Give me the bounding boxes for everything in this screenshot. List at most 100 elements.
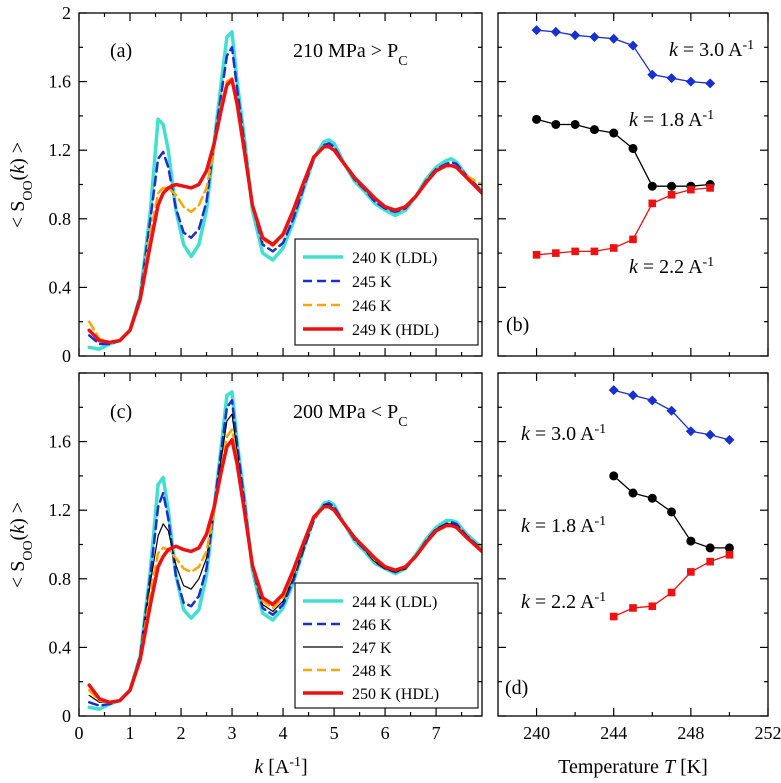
data-point (685, 426, 696, 437)
legend-label: 240 K (LDL) (352, 250, 437, 267)
annotation-k22: k = 2.2 A-1 (521, 590, 606, 614)
data-point (551, 119, 561, 129)
annotation-k3: k = 3.0 A-1 (669, 38, 754, 62)
y-tick-label: 1.2 (49, 140, 72, 160)
y-tick-label: 0.8 (49, 569, 72, 589)
x-axis-label-k: k [A-1] (254, 755, 307, 779)
data-point (724, 434, 735, 445)
data-point (552, 249, 560, 257)
panel-a-condition: 210 MPa > PC (293, 40, 408, 69)
legend-label: 245 K (352, 274, 392, 291)
y-tick-label: 0.4 (49, 637, 72, 657)
legend-label: 249 K (HDL) (352, 322, 439, 339)
data-point (647, 69, 658, 80)
data-point (628, 40, 638, 51)
data-point (666, 73, 677, 84)
data-point (608, 385, 619, 396)
data-point (628, 143, 638, 153)
y-tick-label: 0.4 (49, 277, 72, 297)
y-tick-label: 0.8 (49, 209, 72, 229)
x-tick-label: 5 (330, 723, 339, 743)
series-line (87, 438, 482, 705)
data-point (570, 119, 580, 129)
x-tick-label: 248 (677, 723, 704, 743)
data-point (589, 32, 600, 43)
annotation-k18: k = 1.8 A-1 (521, 514, 606, 538)
data-point (531, 25, 542, 36)
data-point (571, 247, 579, 256)
data-point (647, 395, 658, 406)
data-point (532, 114, 542, 124)
data-point (648, 602, 657, 611)
x-tick-label: 3 (228, 723, 237, 743)
y-tick-label: 0 (62, 706, 71, 726)
x-tick-label: 0 (75, 723, 84, 743)
data-point (589, 125, 599, 135)
y-tick-label: 1.2 (49, 500, 72, 520)
data-point (629, 604, 637, 612)
panel-a: 0 0.4 0.8 1.2 1.6 2 (a) 210 MPa > PC 240 K (LDL)… (49, 3, 483, 366)
x-tick-label: 252 (755, 723, 781, 743)
legend-label: 246 K (352, 617, 392, 634)
y-axis-label: < SOO(k) > (7, 502, 36, 588)
x-tick-label: 4 (279, 723, 288, 743)
x-tick-label: 1 (126, 723, 135, 743)
y-tick-label: 1.6 (49, 72, 72, 92)
data-point (532, 251, 541, 259)
data-point (685, 76, 696, 87)
curves (87, 30, 482, 351)
x-tick-label: 244 (600, 723, 627, 743)
data-point (687, 568, 695, 576)
y-tick-label: 2 (62, 3, 71, 23)
data-point (705, 78, 716, 89)
data-point (570, 30, 581, 41)
annotation-k18: k = 1.8 A-1 (629, 108, 714, 132)
panel-b-label: (b) (506, 314, 529, 336)
series-line (536, 118, 711, 187)
series-line (87, 399, 482, 707)
series-line (87, 78, 482, 345)
data-point (667, 588, 676, 597)
data-point (609, 128, 619, 138)
panel-c-condition: 200 MPa < PC (293, 401, 408, 430)
data-point (608, 33, 619, 44)
data-point (724, 543, 734, 553)
y-tick-label: 1.6 (49, 432, 72, 452)
data-point (609, 244, 618, 252)
annotation-k22: k = 2.2 A-1 (629, 255, 714, 279)
data-point (647, 181, 657, 191)
data-point (706, 184, 714, 192)
data-point (687, 185, 695, 194)
y-axis-label: < SOO(k) > (7, 142, 36, 228)
panel-d-label: (d) (505, 677, 528, 699)
panel-b: k = 3.0 A-1 k = 1.8 A-1 k = 2.2 A-1 (b) (497, 12, 769, 357)
x-tick-label: 7 (432, 723, 441, 743)
data-point (550, 26, 561, 37)
data-point (666, 405, 677, 416)
data-point (705, 543, 715, 553)
legend-box (294, 582, 479, 709)
data-point (705, 429, 716, 440)
legend-label: 246 K (352, 298, 392, 315)
legend-label: 248 K (352, 663, 392, 680)
x-tick-label: 6 (381, 723, 390, 743)
x-tick-label: 2 (177, 723, 186, 743)
data-point (648, 199, 657, 208)
data-point (590, 247, 599, 256)
panel-c-label: (c) (110, 401, 132, 423)
panel-a-label: (a) (110, 40, 132, 62)
data-point (686, 536, 696, 546)
axis-labels: < SOO(k) > < SOO(k) > k [A-1] Temperature T… (7, 142, 708, 778)
legend-label: 250 K (HDL) (352, 686, 439, 703)
y-tick-label: 0 (62, 346, 71, 366)
data-point (667, 181, 677, 191)
series-line (536, 29, 711, 84)
data-point (609, 471, 619, 481)
data-point (628, 488, 638, 498)
data-point (706, 557, 714, 566)
data-point (609, 612, 618, 621)
legend-label: 244 K (LDL) (352, 594, 437, 611)
data-point (667, 507, 677, 517)
data-point (629, 235, 637, 244)
